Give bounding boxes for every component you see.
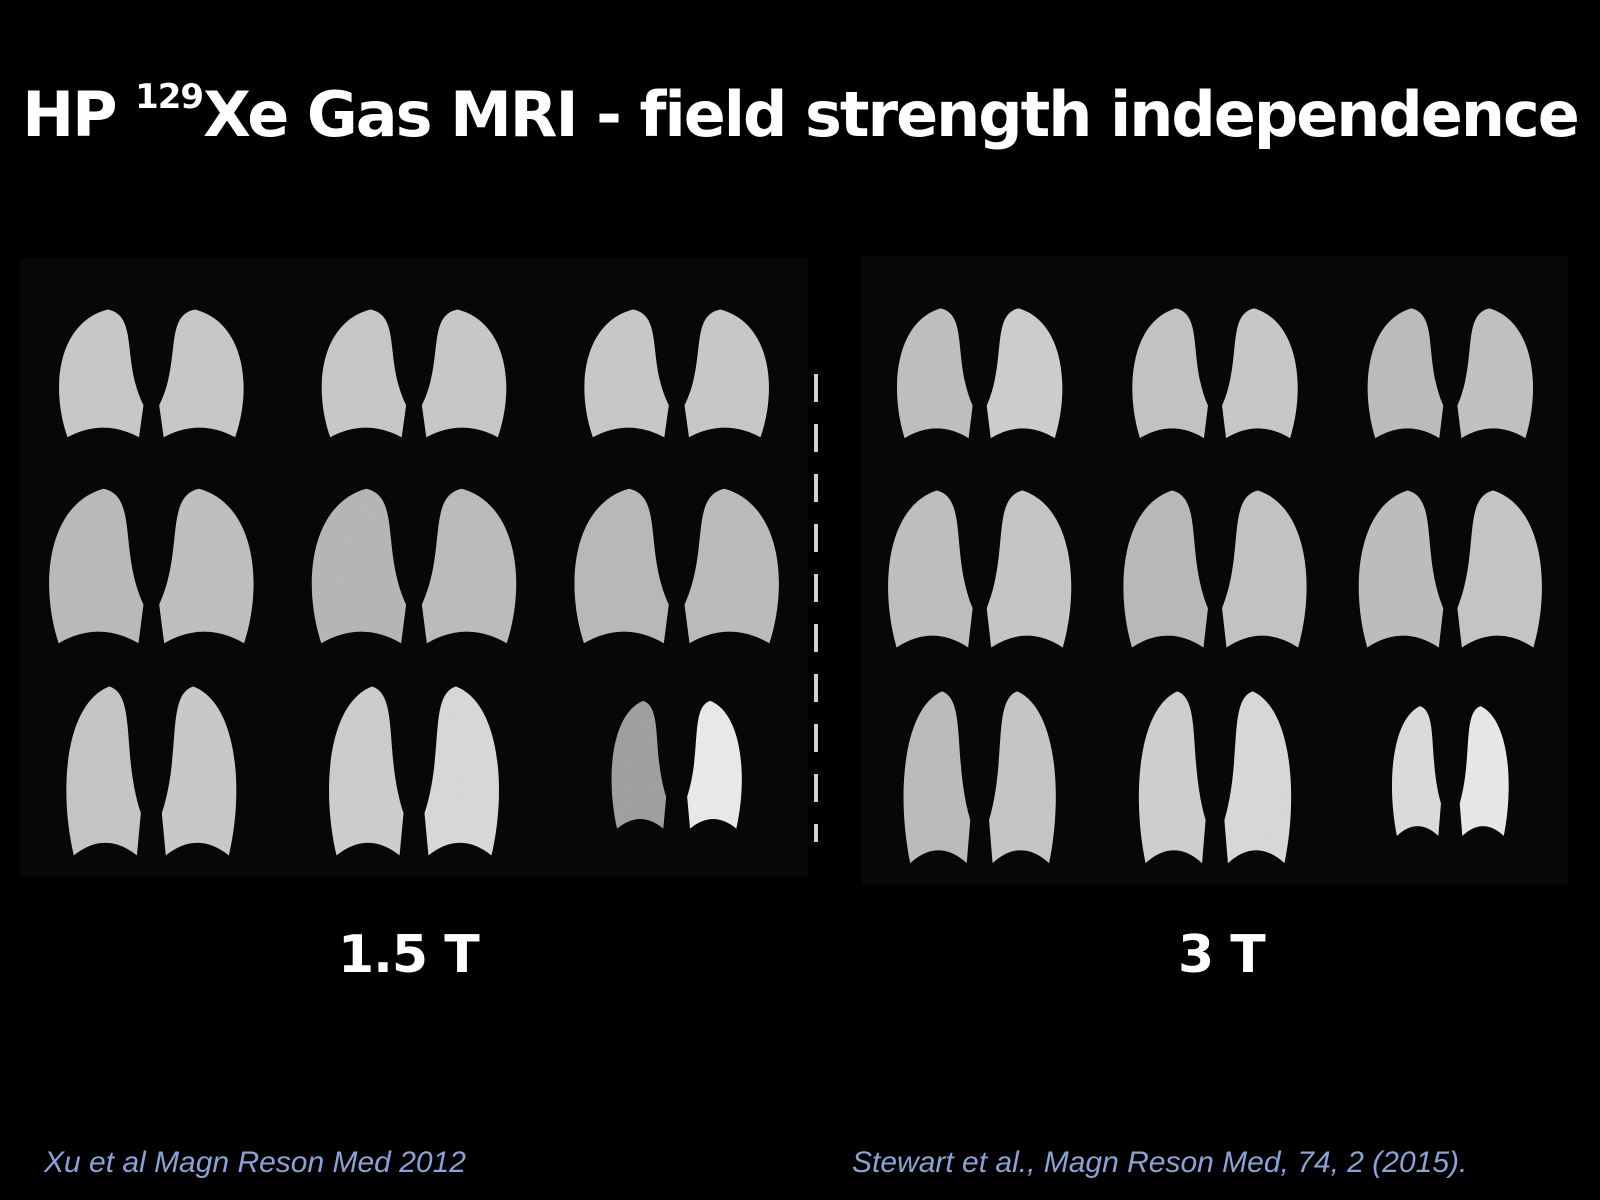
lung-slice <box>903 691 1056 864</box>
mri-panel-3t <box>862 256 1568 884</box>
lung-slice <box>574 488 779 644</box>
lung-slice <box>59 309 244 438</box>
lung-slice <box>49 488 254 644</box>
lung-mri-montage-icon <box>888 308 1542 864</box>
mri-panel-1-5t <box>20 258 808 876</box>
lung-slice <box>1358 490 1542 648</box>
title-superscript: 129 <box>135 77 204 118</box>
field-strength-label-1-5t: 1.5 T <box>338 925 480 985</box>
title-prefix: HP <box>22 78 136 151</box>
lung-slice <box>321 309 507 438</box>
lung-slice <box>611 700 742 829</box>
lung-mri-montage-icon <box>49 309 779 856</box>
lung-slice <box>896 308 1063 439</box>
lung-slice <box>311 488 517 644</box>
title-suffix: Xe Gas MRI - field strength independence <box>203 78 1580 151</box>
lung-slice <box>888 490 1072 648</box>
lung-slice <box>1138 691 1292 864</box>
lung-slice <box>1123 490 1307 648</box>
lung-slice <box>1367 308 1534 439</box>
citation-stewart: Stewart et al., Magn Reson Med, 74, 2 (2… <box>852 1146 1468 1179</box>
slide-title: HP 129Xe Gas MRI - field strength indepe… <box>0 77 1600 151</box>
field-strength-label-3t: 3 T <box>1178 925 1266 985</box>
lung-slice <box>1132 308 1298 439</box>
lung-slice <box>66 686 237 856</box>
dashed-divider <box>814 374 818 842</box>
lung-slice <box>329 686 499 856</box>
lung-slice <box>1391 706 1509 836</box>
lung-slice <box>584 309 769 438</box>
citation-xu: Xu et al Magn Reson Med 2012 <box>44 1146 466 1179</box>
